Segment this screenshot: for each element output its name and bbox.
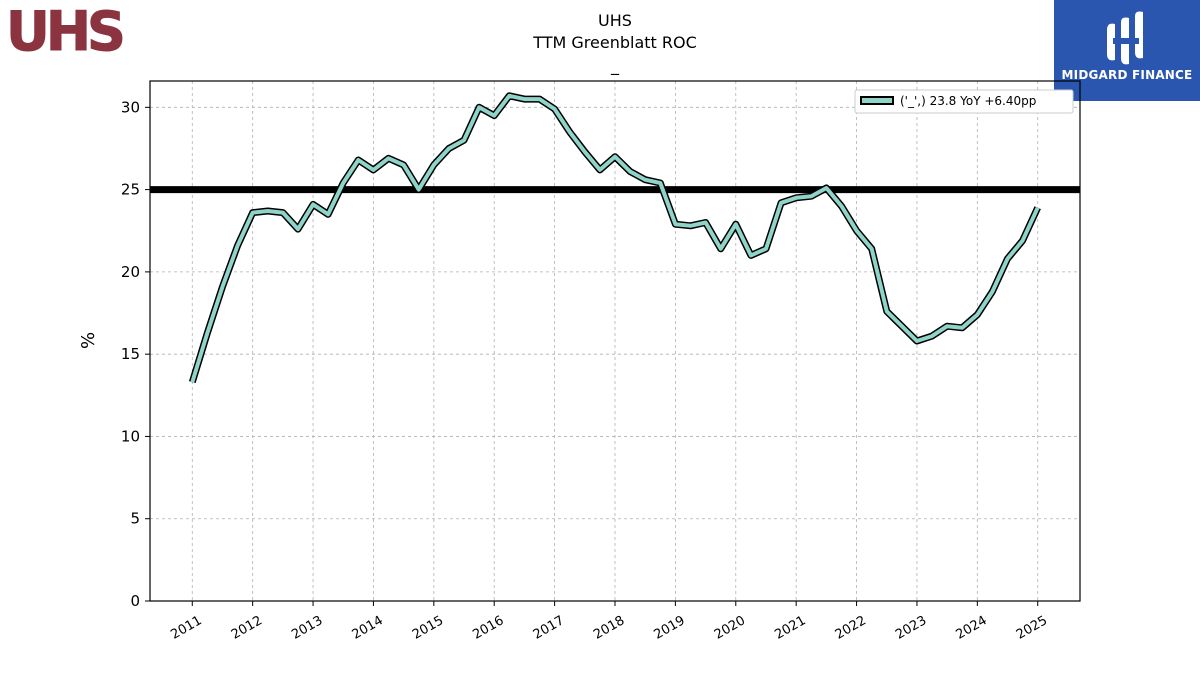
legend-label: ('_',) 23.8 YoY +6.40pp [900,94,1036,108]
brand-name: MIDGARD FINANCE [1061,68,1193,82]
chart-title: UHS [598,11,632,30]
x-tick-label: 2017 [531,613,567,643]
legend: ('_',) 23.8 YoY +6.40pp [854,89,1074,114]
x-tick-label: 2016 [470,613,506,643]
uhs-logo-text: UHS [6,4,122,60]
x-tick-label: 2024 [954,613,990,643]
midgard-finance-logo: MIDGARD FINANCE [1054,0,1200,101]
chart-subtitle-2: _ [611,56,619,75]
y-tick-label: 10 [121,427,140,445]
chart-subtitle: TTM Greenblatt ROC [533,33,697,52]
x-tick-label: 2023 [893,613,929,643]
uhs-logo: UHS [6,4,127,60]
x-tick-label: 2015 [410,613,446,643]
x-tick-label: 2021 [772,613,808,643]
series-lines [188,92,1041,384]
x-tick-label: 2011 [168,613,204,643]
y-tick-label: 20 [121,263,140,281]
legend-swatch [862,98,892,103]
y-tick-label: 15 [121,345,140,363]
y-tick-label: 5 [130,510,140,528]
x-tick-label: 2018 [591,613,627,643]
midgard-mark-icon [1107,11,1143,65]
y-tick-label: 30 [121,98,140,116]
x-tick-label: 2022 [833,613,869,643]
x-tick-label: 2025 [1014,613,1050,643]
legend-box [854,89,1074,114]
x-tick-label: 2020 [712,613,748,643]
y-tick-label: 25 [121,181,140,199]
x-tick-label: 2012 [229,613,265,643]
x-tick-label: 2013 [289,613,325,643]
x-tick-label: 2014 [350,613,386,643]
series-line [190,93,1040,383]
y-tick-label: 0 [130,592,140,610]
axes [145,80,1081,606]
x-tick-label: 2019 [652,613,688,643]
